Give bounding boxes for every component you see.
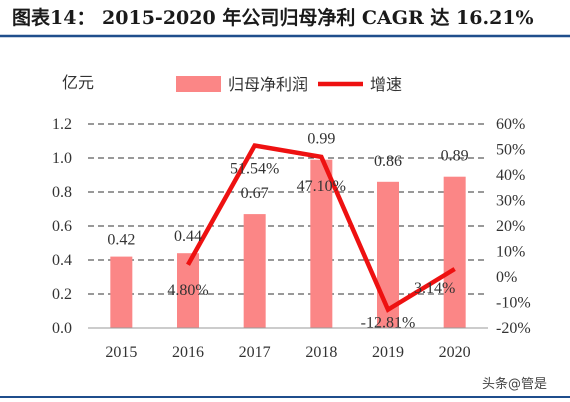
bar (443, 176, 466, 328)
x-tick-label: 2018 (305, 344, 337, 361)
line-series (186, 143, 456, 313)
gridlines (88, 123, 488, 295)
growth-value-label: 51.54% (230, 161, 279, 178)
y2-tick-label: 50% (496, 142, 525, 159)
y2-tick-label: 60% (496, 116, 525, 133)
bar-value-label: 0.42 (107, 232, 135, 249)
legend: 归母净利润 增速 (176, 75, 402, 94)
legend-label-line: 增速 (370, 75, 402, 94)
bar-data-labels: 0.42 0.44 0.67 0.99 0.86 0.89 (107, 131, 468, 249)
x-tick-label: 2017 (239, 344, 271, 361)
line-data-labels: 4.80% 51.54% 47.10% -12.81% 3.14% (167, 161, 455, 332)
x-tick-label: 2016 (172, 344, 204, 361)
y2-tick-label: -10% (496, 295, 531, 312)
bar-value-label: 0.86 (374, 153, 402, 170)
y-tick-label: 1.2 (52, 116, 72, 133)
bar-value-label: 0.89 (441, 148, 469, 165)
y2-tick-label: 20% (496, 218, 525, 235)
bar (310, 159, 333, 328)
title-area: 图表14： 2015-2020 年公司归母净利 CAGR 达 16.21% (0, 6, 570, 38)
legend-label-bar: 归母净利润 (228, 75, 308, 94)
x-tick-label: 2020 (439, 344, 471, 361)
y-tick-label: 0.2 (52, 286, 72, 303)
growth-value-label: 47.10% (297, 178, 346, 195)
y2-tick-label: 0% (496, 269, 517, 286)
bar-value-label: 0.67 (241, 185, 269, 202)
growth-value-label: -12.81% (361, 315, 416, 332)
y2-tick-label: 30% (496, 193, 525, 210)
y2-tick-label: 10% (496, 244, 525, 261)
bar (110, 256, 133, 328)
y-tick-label: 1.0 (52, 150, 72, 167)
y-tick-label: 0.0 (52, 320, 72, 337)
bar-value-label: 0.99 (307, 131, 335, 148)
legend-swatch-bar (176, 76, 221, 92)
x-tick-label: 2015 (105, 344, 137, 361)
x-tick-label: 2019 (372, 344, 404, 361)
y-tick-label: 0.4 (52, 252, 72, 269)
growth-value-label: 3.14% (414, 280, 455, 297)
figure-title: 图表14： 2015-2020 年公司归母净利 CAGR 达 16.21% (12, 6, 534, 29)
growth-value-label: 4.80% (167, 282, 208, 299)
x-axis: 2015 2016 2017 2018 2019 2020 (88, 327, 488, 361)
watermark-text: 头条@管是 (482, 376, 547, 392)
y-tick-label: 0.6 (52, 218, 72, 235)
bar (243, 214, 266, 328)
bar-series (110, 159, 466, 328)
y-axis-left: 0.0 0.2 0.4 0.6 0.8 1.0 1.2 (52, 116, 72, 337)
y-axis-right: -20% -10% 0% 10% 20% 30% 40% 50% 60% (496, 116, 531, 337)
bar (177, 253, 199, 328)
y2-tick-label: 40% (496, 167, 525, 184)
y-tick-label: 0.8 (52, 184, 72, 201)
y-axis-unit: 亿元 (62, 73, 94, 92)
bar-value-label: 0.44 (174, 228, 202, 245)
y2-tick-label: -20% (496, 320, 531, 337)
